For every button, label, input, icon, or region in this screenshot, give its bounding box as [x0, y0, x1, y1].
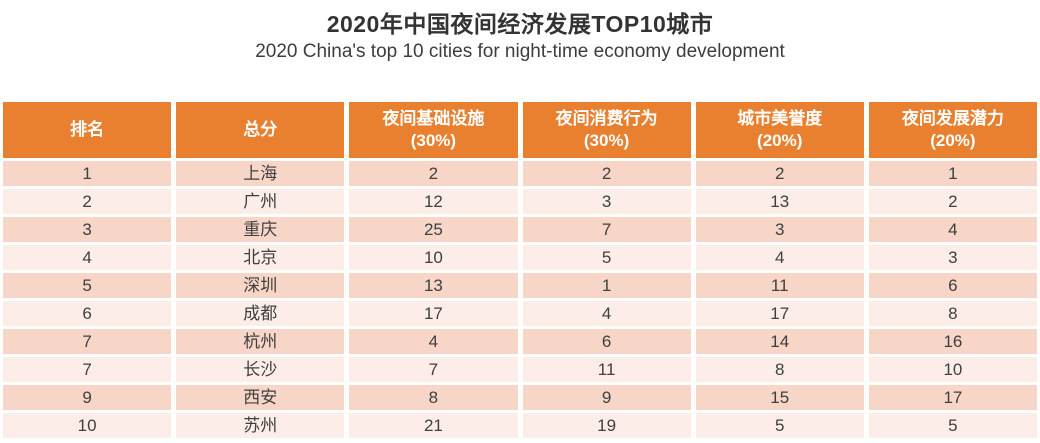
score-cell: 8 — [349, 385, 518, 410]
page-subtitle: 2020 China's top 10 cities for night-tim… — [255, 41, 785, 62]
score-cell: 4 — [522, 301, 691, 326]
score-cell: 11 — [522, 357, 691, 382]
score-cell: 16 — [868, 329, 1037, 354]
score-cell: 6 — [868, 273, 1037, 298]
rank-cell: 1 — [3, 161, 172, 186]
score-cell: 15 — [695, 385, 864, 410]
score-cell: 10 — [868, 357, 1037, 382]
score-cell: 19 — [522, 413, 691, 438]
city-cell: 北京 — [176, 245, 345, 270]
score-cell: 14 — [695, 329, 864, 354]
score-cell: 1 — [522, 273, 691, 298]
column-header-rank: 排名 — [3, 102, 172, 158]
score-cell: 4 — [349, 329, 518, 354]
score-cell: 13 — [695, 189, 864, 214]
rank-cell: 10 — [3, 413, 172, 438]
score-cell: 4 — [695, 245, 864, 270]
score-cell: 7 — [522, 217, 691, 242]
score-cell: 17 — [868, 385, 1037, 410]
rank-cell: 4 — [3, 245, 172, 270]
city-cell: 长沙 — [176, 357, 345, 382]
rank-cell: 2 — [3, 189, 172, 214]
score-cell: 8 — [868, 301, 1037, 326]
score-cell: 5 — [868, 413, 1037, 438]
rank-cell: 9 — [3, 385, 172, 410]
city-cell: 西安 — [176, 385, 345, 410]
city-cell: 杭州 — [176, 329, 345, 354]
score-cell: 2 — [349, 161, 518, 186]
rank-cell: 7 — [3, 357, 172, 382]
score-cell: 3 — [522, 189, 691, 214]
city-cell: 苏州 — [176, 413, 345, 438]
score-cell: 3 — [868, 245, 1037, 270]
score-cell: 3 — [695, 217, 864, 242]
score-cell: 4 — [868, 217, 1037, 242]
city-cell: 广州 — [176, 189, 345, 214]
score-cell: 5 — [522, 245, 691, 270]
score-cell: 12 — [349, 189, 518, 214]
score-cell: 2 — [522, 161, 691, 186]
rank-cell: 7 — [3, 329, 172, 354]
column-header-night-consumption: 夜间消费行为 (30%) — [522, 102, 691, 158]
rank-cell: 6 — [3, 301, 172, 326]
score-cell: 7 — [349, 357, 518, 382]
score-cell: 8 — [695, 357, 864, 382]
score-cell: 17 — [695, 301, 864, 326]
score-cell: 2 — [695, 161, 864, 186]
score-cell: 5 — [695, 413, 864, 438]
column-header-night-potential: 夜间发展潜力 (20%) — [868, 102, 1037, 158]
column-header-night-infrastructure: 夜间基础设施 (30%) — [349, 102, 518, 158]
score-cell: 2 — [868, 189, 1037, 214]
score-cell: 17 — [349, 301, 518, 326]
score-cell: 6 — [522, 329, 691, 354]
score-cell: 9 — [522, 385, 691, 410]
score-cell: 11 — [695, 273, 864, 298]
city-cell: 成都 — [176, 301, 345, 326]
rank-cell: 5 — [3, 273, 172, 298]
score-cell: 10 — [349, 245, 518, 270]
ranking-table: 排名 总分 夜间基础设施 (30%) 夜间消费行为 (30%) 城市美誉度 (2… — [3, 102, 1037, 438]
column-header-city-reputation: 城市美誉度 (20%) — [695, 102, 864, 158]
page-title: 2020年中国夜间经济发展TOP10城市 — [326, 11, 714, 37]
score-cell: 13 — [349, 273, 518, 298]
score-cell: 25 — [349, 217, 518, 242]
city-cell: 深圳 — [176, 273, 345, 298]
city-cell: 上海 — [176, 161, 345, 186]
score-cell: 1 — [868, 161, 1037, 186]
city-cell: 重庆 — [176, 217, 345, 242]
score-cell: 21 — [349, 413, 518, 438]
column-header-total-score: 总分 — [176, 102, 345, 158]
rank-cell: 3 — [3, 217, 172, 242]
